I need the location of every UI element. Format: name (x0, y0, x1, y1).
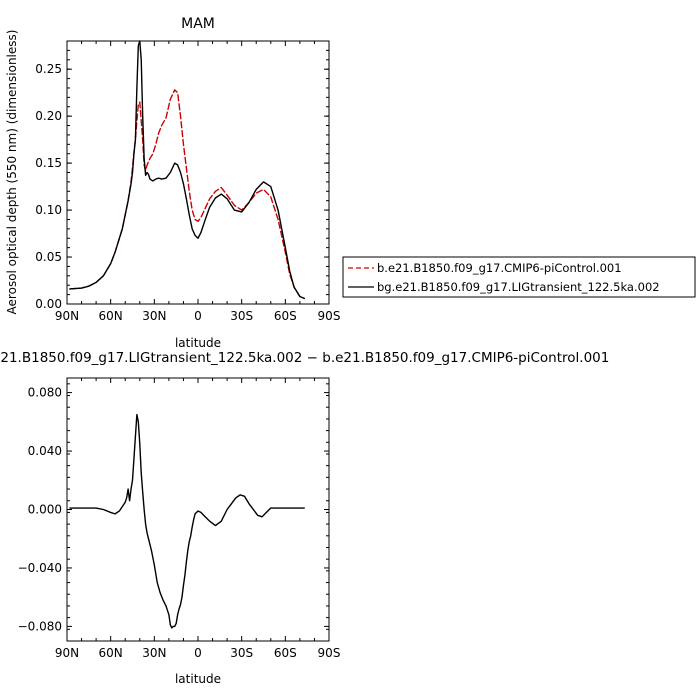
bottom-ticks: 90N 60N 30N 0 30S 60S 90S −0.080 −0.040 0.000 0.04… (18, 378, 341, 660)
top-y-axis-label: Aerosol optical depth (550 nm) (dimensio… (5, 30, 19, 315)
bottom-plot-frame (66, 377, 330, 642)
bottom-x-tick-label: 90S (318, 646, 341, 660)
bottom-series (69, 413, 305, 629)
top-y-tick-label: 0.10 (35, 203, 62, 217)
legend-label-control: b.e21.B1850.f09_g17.CMIP6-piControl.001 (377, 261, 622, 275)
legend: b.e21.B1850.f09_g17.CMIP6-piControl.001 … (342, 256, 696, 298)
top-x-tick-label: 30N (142, 309, 166, 323)
bottom-series-line-0 (69, 413, 305, 629)
top-x-tick-label: 30S (230, 309, 253, 323)
bottom-x-axis-label: latitude (175, 672, 221, 686)
bottom-x-tick-label: 60N (99, 646, 123, 660)
top-x-tick-label: 90N (55, 309, 79, 323)
bottom-y-tick-label: 0.080 (28, 386, 62, 400)
top-ticks: 90N 60N 30N 0 30S 60S 90S 0.00 0.05 0.10 0.15 0.20 0… (35, 40, 341, 323)
top-x-tick-label: 0 (194, 309, 202, 323)
top-plot: MAM Aerosol optical depth (550 nm) (dime… (5, 16, 340, 350)
bottom-y-tick-label: −0.040 (18, 561, 62, 575)
bottom-x-tick-label: 0 (194, 646, 202, 660)
top-y-tick-label: 0.20 (35, 109, 62, 123)
bottom-y-tick-label: −0.080 (18, 619, 62, 633)
top-y-tick-label: 0.00 (35, 297, 62, 311)
top-y-tick-label: 0.15 (35, 156, 62, 170)
top-x-axis-label: latitude (175, 336, 221, 350)
top-y-tick-label: 0.25 (35, 62, 62, 76)
top-x-tick-label: 90S (318, 309, 341, 323)
top-plot-frame (66, 40, 330, 305)
legend-box (342, 256, 696, 298)
top-y-tick-label: 0.05 (35, 250, 62, 264)
top-plot-title: MAM (181, 16, 215, 32)
bottom-y-tick-label: 0.000 (28, 503, 62, 517)
bottom-x-tick-label: 60S (274, 646, 297, 660)
bottom-y-tick-label: 0.040 (28, 444, 62, 458)
top-series-line-1 (69, 40, 305, 300)
top-x-tick-label: 60S (274, 309, 297, 323)
bottom-x-tick-label: 30N (142, 646, 166, 660)
bottom-x-tick-label: 30S (230, 646, 253, 660)
bottom-x-tick-label: 90N (55, 646, 79, 660)
bottom-plot: latitude 90N 60N 30N 0 30S 60S 90S −0.080 −0.040… (18, 377, 341, 686)
difference-plot-title: bg.e21.B1850.f09_g17.LIGtransient_122.5k… (0, 350, 609, 366)
top-series-line-0 (69, 89, 305, 300)
top-series (69, 40, 305, 300)
top-x-tick-label: 60N (99, 309, 123, 323)
legend-label-transient: bg.e21.B1850.f09_g17.LIGtransient_122.5k… (377, 280, 660, 294)
